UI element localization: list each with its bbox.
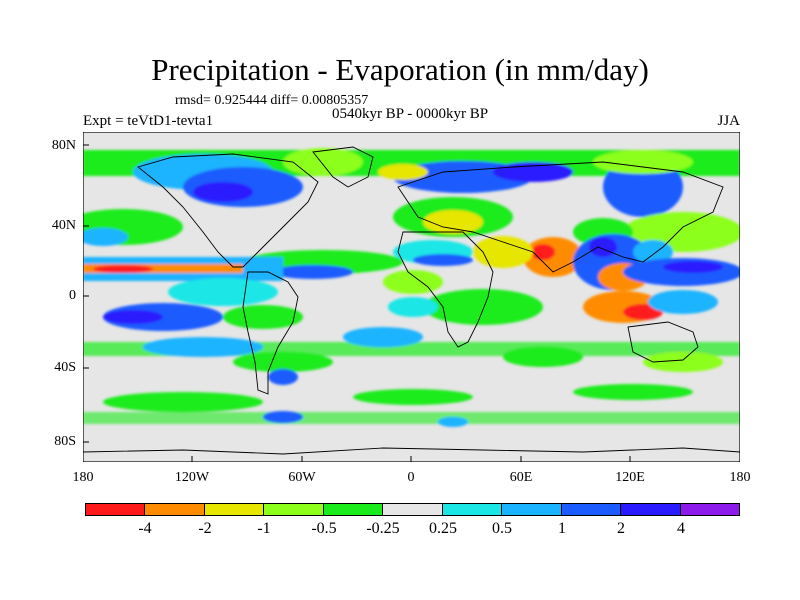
lat-tick-40s: 40S <box>54 360 76 375</box>
colorbar-label: -0.25 <box>366 520 400 537</box>
colorbar-label: -1 <box>257 520 271 537</box>
lon-tick-120e: 120E <box>615 470 645 485</box>
lat-tick-80s: 80S <box>54 434 76 449</box>
lon-tick-180w: 180 <box>72 470 94 485</box>
field-contours <box>83 148 740 427</box>
lat-tick-80n: 80N <box>51 138 76 153</box>
colorbar-label: 0.25 <box>429 520 457 537</box>
season-label: JJA <box>717 113 740 129</box>
pe-difference-map <box>83 132 740 462</box>
colorbar <box>85 503 740 516</box>
lon-tick-0: 0 <box>407 470 415 485</box>
colorbar-label: -2 <box>198 520 212 537</box>
colorbar-segment <box>145 504 205 515</box>
colorbar-segment <box>323 504 384 515</box>
lon-tick-60e: 60E <box>509 470 533 485</box>
period-label: 0540kyr BP - 0000kyr BP <box>331 106 489 122</box>
lon-tick-120w: 120W <box>174 470 210 485</box>
colorbar-label: -0.5 <box>311 520 337 537</box>
lon-tick-180e: 180 <box>729 470 751 485</box>
lon-tick-60w: 60W <box>288 470 316 485</box>
colorbar-segment <box>561 504 622 515</box>
lat-tick-0: 0 <box>69 288 76 303</box>
plot-title: Precipitation - Evaporation (in mm/day) <box>151 52 649 87</box>
colorbar-segment <box>680 504 739 515</box>
colorbar-segment <box>442 504 503 515</box>
colorbar-label: 4 <box>677 520 685 537</box>
colorbar-segment <box>204 504 265 515</box>
tick-marks <box>83 144 631 462</box>
stats-line: rmsd= 0.925444 diff= 0.00805357 <box>175 93 369 108</box>
coastlines <box>83 146 740 455</box>
colorbar-label: 2 <box>617 520 625 537</box>
colorbar-segment <box>264 504 324 515</box>
colorbar-label: 1 <box>558 520 566 537</box>
colorbar-segment <box>86 504 146 515</box>
colorbar-segment <box>383 504 443 515</box>
colorbar-segment <box>621 504 681 515</box>
colorbar-segment <box>502 504 562 515</box>
colorbar-label: -4 <box>138 520 152 537</box>
lat-tick-40n: 40N <box>51 218 76 233</box>
colorbar-label: 0.5 <box>492 520 512 537</box>
experiment-label: Expt = teVtD1-tevta1 <box>83 113 214 129</box>
